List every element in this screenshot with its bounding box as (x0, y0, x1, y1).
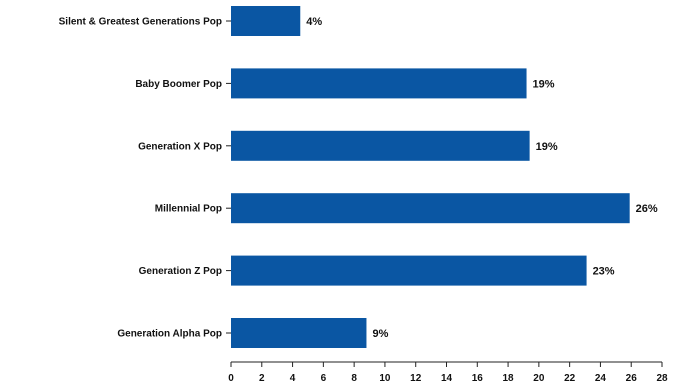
value-label: 26% (636, 203, 658, 215)
category-label: Generation Alpha Pop (117, 329, 222, 340)
value-label: 9% (372, 328, 388, 340)
x-tick-label: 4 (290, 373, 296, 384)
x-tick-label: 6 (321, 373, 327, 384)
value-label: 19% (533, 78, 555, 90)
x-tick-label: 26 (626, 373, 638, 384)
x-tick-label: 2 (259, 373, 265, 384)
bar-generation-x-pop (231, 130, 530, 161)
value-label: 4% (306, 16, 322, 28)
x-tick-label: 24 (595, 373, 607, 384)
bar-generation-z-pop (231, 255, 587, 286)
bars-layer (231, 6, 630, 348)
x-tick-label: 10 (379, 373, 391, 384)
category-label: Generation X Pop (138, 141, 222, 152)
category-label: Silent & Greatest Generations Pop (59, 17, 222, 28)
x-tick-label: 20 (533, 373, 545, 384)
x-tick-label: 14 (441, 373, 453, 384)
x-tick-label: 28 (656, 373, 668, 384)
x-tick-label: 12 (410, 373, 422, 384)
x-tick-label: 22 (564, 373, 576, 384)
x-tick-label: 16 (472, 373, 484, 384)
x-tick-label: 0 (228, 373, 234, 384)
category-label: Millennial Pop (155, 204, 222, 215)
bar-baby-boomer-pop (231, 68, 527, 99)
bar-generation-alpha-pop (231, 318, 367, 348)
x-tick-label: 18 (503, 373, 515, 384)
x-tick-label: 8 (351, 373, 357, 384)
category-label: Baby Boomer Pop (135, 79, 222, 90)
category-labels: Silent & Greatest Generations Pop Baby Bo… (59, 17, 231, 340)
value-label: 19% (536, 141, 558, 153)
x-axis: 0 2 4 6 8 10 12 14 16 18 20 22 24 26 28 (228, 361, 668, 384)
bar-millennial-pop (231, 193, 630, 224)
value-labels: 4% 19% 19% 26% 23% 9% (306, 16, 658, 340)
value-label: 23% (593, 266, 615, 278)
bar-silent-and-greatest-generations-pop (231, 6, 301, 36)
category-label: Generation Z Pop (139, 266, 222, 277)
